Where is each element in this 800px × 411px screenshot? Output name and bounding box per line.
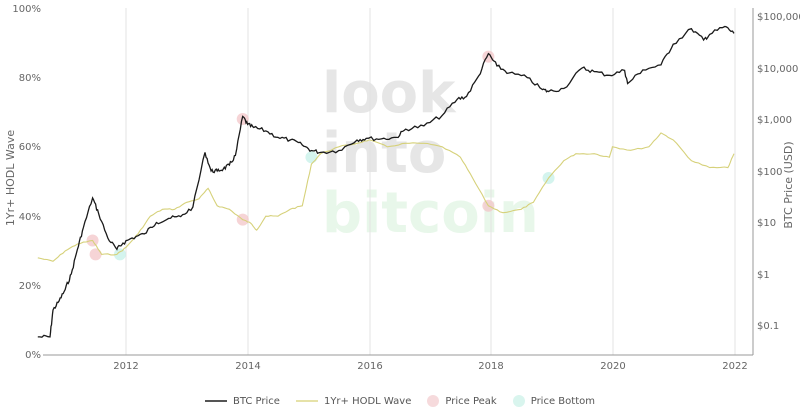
legend: BTC Price 1Yr+ HODL Wave Price Peak Pric… [0,393,800,409]
price-bottom-marker [305,151,318,164]
watermark-look: look [322,61,457,126]
left-tick-80: 80% [19,73,41,84]
line-swatch-icon [205,400,227,402]
x-tick-2014: 2014 [235,361,260,372]
right-tick-10: $10 [757,218,776,229]
line-swatch-icon [295,400,318,402]
left-axis-ticks: 100% 80% 60% 40% 20% 0% [12,4,41,361]
right-axis-ticks: $100,000 $10,000 $1,000 $100 $10 $1 $0.1 [757,12,800,332]
left-tick-100: 100% [12,4,41,15]
legend-item-btc-price[interactable]: BTC Price [205,396,280,407]
left-axis-title: 1Yr+ HODL Wave [4,130,17,226]
dot-swatch-icon [427,395,440,407]
watermark: look into bitcoin [322,61,539,246]
x-tick-2022: 2022 [722,361,747,372]
dot-swatch-icon [512,395,525,407]
x-tick-2016: 2016 [357,361,382,372]
right-tick-0-1: $0.1 [757,321,779,332]
right-axis-title: BTC Price (USD) [782,141,795,228]
right-tick-100: $100 [757,167,782,178]
left-tick-40: 40% [19,212,41,223]
legend-label: 1Yr+ HODL Wave [323,395,412,407]
right-tick-10000: $10,000 [757,64,798,75]
gridlines [125,8,736,355]
legend-label: Price Bottom [530,395,595,407]
left-tick-0: 0% [25,350,41,361]
watermark-into: into [322,121,446,186]
left-tick-20: 20% [19,281,41,292]
price-bottom-marker [113,248,126,261]
left-tick-60: 60% [19,142,41,153]
x-tick-2018: 2018 [478,361,503,372]
x-tick-2020: 2020 [600,361,625,372]
x-tick-2012: 2012 [113,361,138,372]
legend-label: BTC Price [233,395,280,407]
watermark-bitcoin: bitcoin [322,181,539,246]
x-axis-ticks: 2012 2014 2016 2018 2020 2022 [113,361,747,372]
right-tick-1: $1 [757,270,770,281]
right-tick-100000: $100,000 [757,12,800,23]
legend-item-hodl-wave[interactable]: 1Yr+ HODL Wave [295,395,412,407]
legend-item-price-peak[interactable]: Price Peak [427,395,497,407]
btc-price-line [37,25,735,338]
legend-item-price-bottom[interactable]: Price Bottom [512,395,595,407]
price-peak-marker [89,248,102,261]
hodl-wave-line [37,132,735,262]
right-tick-1000: $1,000 [757,115,792,126]
legend-label: Price Peak [445,395,497,407]
